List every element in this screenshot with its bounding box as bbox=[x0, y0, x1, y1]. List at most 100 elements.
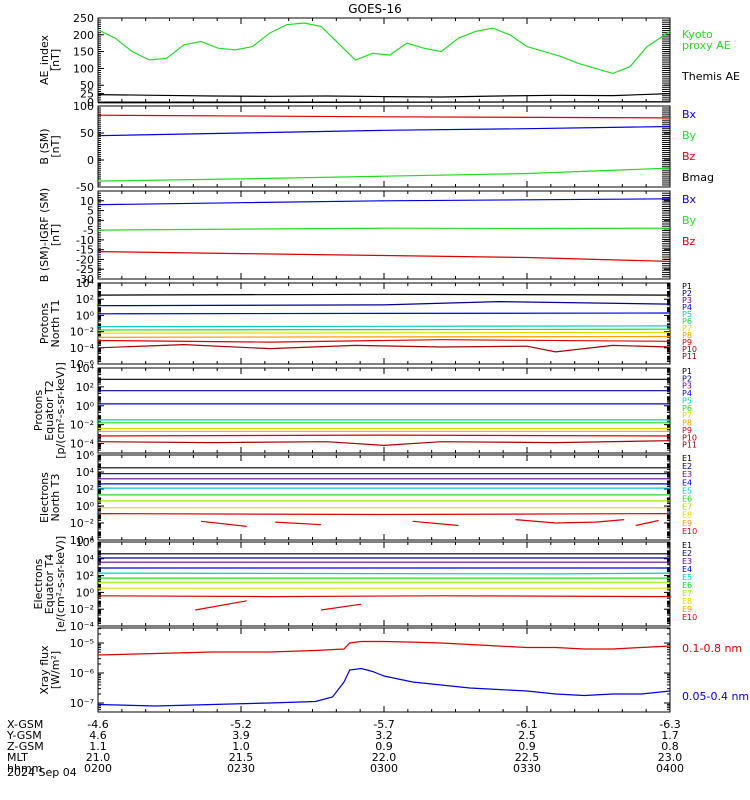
y-tick-label: 25 bbox=[80, 88, 94, 101]
legend-entry: E5 bbox=[682, 486, 692, 495]
y-tick-label: 10⁻⁴ bbox=[70, 438, 95, 451]
legend-entry: E10 bbox=[682, 527, 697, 536]
axis-tick-value: 2.5 bbox=[518, 729, 536, 742]
legend-entry: P2 bbox=[682, 289, 692, 298]
series-line-red bbox=[321, 603, 362, 611]
series-line-red bbox=[97, 595, 671, 598]
legend-entry: P7 bbox=[682, 324, 692, 333]
axis-tick-value: -5.7 bbox=[373, 718, 394, 731]
legend-entry: E9 bbox=[682, 519, 692, 528]
figure-title: GOES-16 bbox=[348, 2, 402, 16]
y-tick-label: 10⁰ bbox=[76, 500, 95, 513]
legend-entry: Bz bbox=[682, 235, 696, 248]
axis-tick-value: 0.9 bbox=[375, 740, 393, 753]
panel-xray: 10⁻⁷ 10⁻⁶ 10⁻⁵ Xray flux[W/m²] 0.1-0.8 nm 0.0… bbox=[38, 627, 749, 713]
legend-entry: P11 bbox=[682, 352, 697, 361]
y-tick-label: 10⁻⁶ bbox=[70, 667, 95, 680]
axis-tick-value: 3.9 bbox=[232, 729, 250, 742]
series-line-red bbox=[97, 512, 671, 516]
y-axis-label: Equator T4 bbox=[43, 554, 56, 614]
series-line-blue bbox=[97, 312, 671, 315]
y-tick-label: 10⁻² bbox=[70, 603, 94, 616]
y-tick-label: 10⁻⁴ bbox=[70, 620, 95, 633]
series-line-green bbox=[97, 167, 671, 182]
axis-tick-value: 22.0 bbox=[372, 751, 397, 764]
legend-entry: P10 bbox=[682, 433, 697, 442]
y-axis-label: Equator T2 bbox=[43, 380, 56, 440]
legend-entry: Themis AE bbox=[681, 70, 740, 83]
y-tick-label: 0 bbox=[87, 154, 94, 167]
axis-tick-value: 3.2 bbox=[375, 729, 393, 742]
series-line-red bbox=[515, 519, 625, 524]
legend-entry: By bbox=[682, 214, 697, 227]
legend-entry: Bmag bbox=[682, 171, 714, 184]
axis-tick-value: 1.7 bbox=[661, 729, 679, 742]
axis-tick-value: -5.2 bbox=[230, 718, 251, 731]
axis-tick-value: -6.3 bbox=[659, 718, 680, 731]
y-tick-label: 150 bbox=[73, 46, 94, 59]
y-tick-label: 10⁴ bbox=[76, 466, 95, 479]
legend-entry: P6 bbox=[682, 317, 692, 326]
axis-tick-value: 4.6 bbox=[89, 729, 107, 742]
y-tick-label: 10⁰ bbox=[76, 309, 95, 322]
y-tick-label: 10⁻⁴ bbox=[70, 342, 95, 355]
legend-entry: E3 bbox=[682, 470, 692, 479]
legend-entry: 0.05-0.4 nm bbox=[682, 690, 749, 703]
axis-row-label: Z-GSM bbox=[7, 740, 44, 753]
legend-entry: E2 bbox=[682, 462, 692, 471]
y-tick-label: 10² bbox=[76, 293, 94, 306]
series-line-cyan bbox=[97, 572, 671, 575]
y-axis-label: AE_index bbox=[38, 34, 51, 85]
legend-entry: P3 bbox=[682, 296, 692, 305]
panel-frame bbox=[97, 190, 671, 280]
y-axis-label: [W/m²] bbox=[49, 651, 62, 689]
y-tick-label: 10⁶ bbox=[76, 449, 95, 462]
y-tick-label: 10⁻⁴ bbox=[70, 534, 95, 547]
series-line-blue bbox=[97, 667, 671, 707]
legend-entry: Bx bbox=[682, 108, 697, 121]
series-line-green bbox=[97, 227, 671, 231]
legend-entry: P8 bbox=[682, 419, 692, 428]
axis-row-label: hhmm bbox=[7, 762, 42, 775]
axis-tick-value: -4.6 bbox=[87, 718, 108, 731]
series-line-navy bbox=[97, 300, 671, 307]
y-tick-label: 250 bbox=[73, 12, 94, 25]
series-line-red bbox=[97, 640, 671, 656]
axis-tick-value: 23.0 bbox=[658, 751, 683, 764]
legend-entry: Bx bbox=[682, 193, 697, 206]
legend-entry: E1 bbox=[682, 454, 692, 463]
y-tick-label: 10⁴ bbox=[76, 277, 95, 290]
legend-entry: E4 bbox=[682, 478, 692, 487]
series-line-red bbox=[200, 520, 247, 527]
axis-tick-value: -6.1 bbox=[516, 718, 537, 731]
legend-entry: E4 bbox=[682, 565, 692, 574]
series-line-black bbox=[97, 101, 671, 104]
y-axis-label: [nT] bbox=[49, 49, 62, 71]
axis-row-label: MLT bbox=[7, 751, 28, 764]
legend-entry: 0.1-0.8 nm bbox=[682, 642, 742, 655]
y-tick-label: 10⁰ bbox=[76, 400, 95, 413]
axis-tick-value: 22.5 bbox=[515, 751, 540, 764]
legend-entry: E9 bbox=[682, 605, 692, 614]
y-axis-label: Electrons bbox=[32, 558, 45, 609]
legend-entry: P9 bbox=[682, 426, 692, 435]
legend-entry: P4 bbox=[682, 303, 692, 312]
y-axis-label: [nT] bbox=[49, 135, 62, 157]
series-line-darkred bbox=[97, 440, 671, 447]
series-line-cyan bbox=[97, 325, 671, 328]
y-axis-label: North T3 bbox=[49, 474, 62, 522]
y-tick-label: -20 bbox=[76, 253, 94, 266]
series-line-darkred bbox=[97, 343, 671, 353]
y-tick-label: 10 bbox=[80, 195, 94, 208]
series-line-red bbox=[195, 600, 247, 611]
axis-row-label: Y-GSM bbox=[6, 729, 42, 742]
panel-frame bbox=[97, 541, 671, 627]
legend-entry: E7 bbox=[682, 589, 692, 598]
series-line-green bbox=[97, 22, 671, 75]
legend-entry: E10 bbox=[682, 613, 697, 622]
